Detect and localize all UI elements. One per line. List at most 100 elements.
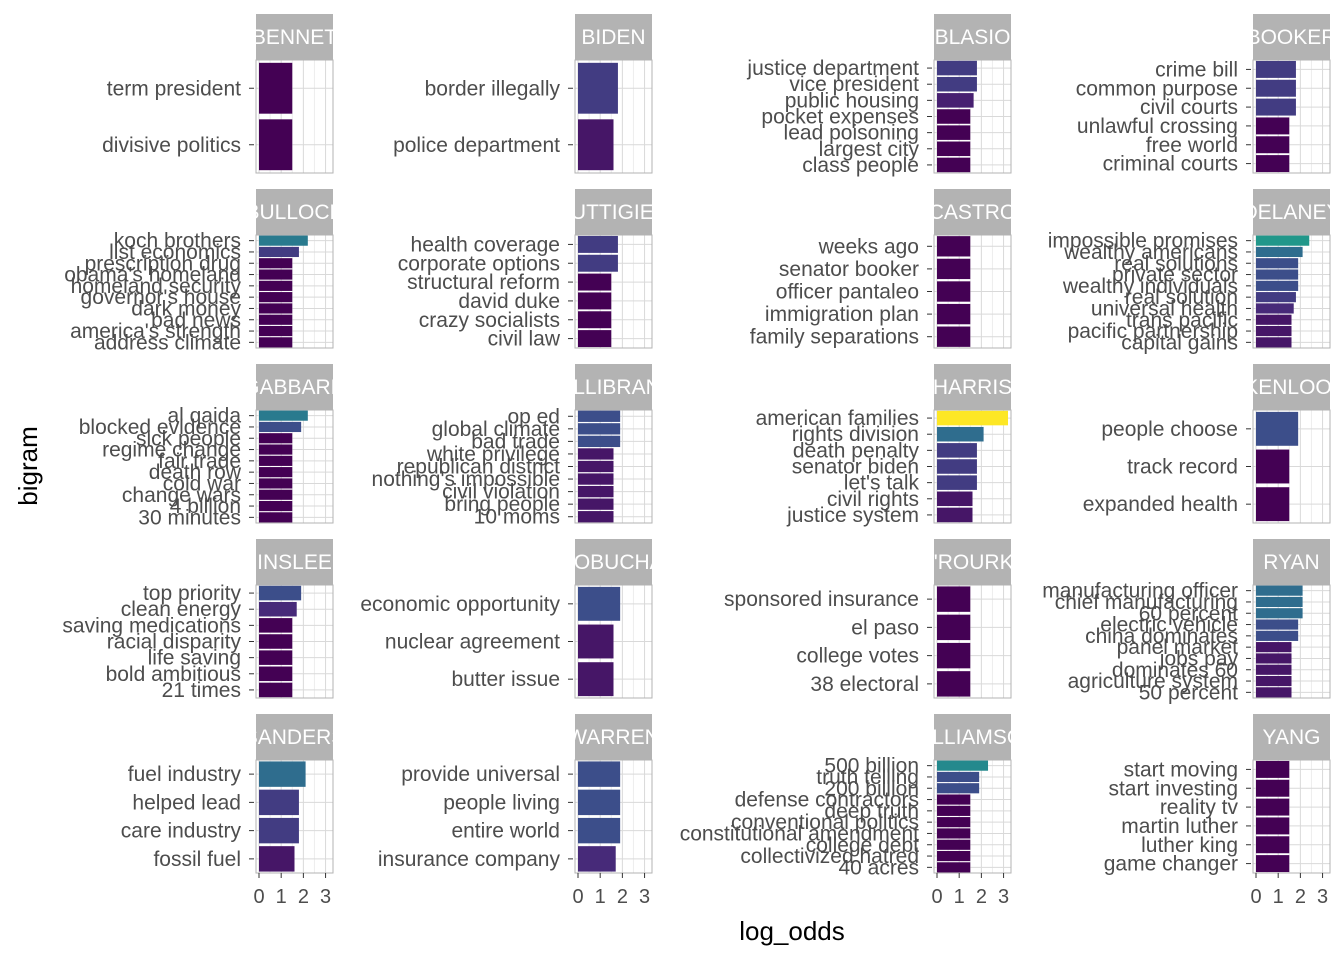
bigram-label: lead poisoning [784, 122, 919, 145]
bar-people-choose [1256, 411, 1299, 446]
x-tick-label: 1 [595, 886, 606, 908]
bigram-label: op ed [507, 405, 560, 428]
bigram-label: corporate options [398, 252, 560, 275]
facet-strip [934, 189, 1011, 235]
bigram-label: public housing [785, 89, 919, 112]
bigram-label: senator booker [779, 258, 919, 281]
bar-blocked-evidence [259, 421, 302, 433]
facet-strip-label: BULLOCK [245, 201, 343, 224]
facet-strip [256, 539, 333, 585]
bigram-label: 200 billion [824, 777, 919, 800]
bar-let-s-talk [937, 475, 977, 490]
bigram-label: class people [802, 154, 919, 177]
bigram-label: white privilege [426, 443, 560, 466]
bar-crime-bill [1256, 60, 1296, 78]
bar-college-debt [937, 839, 971, 850]
bigram-label: collectivized hatred [740, 845, 919, 868]
bar-wealthy-americans [1256, 246, 1303, 258]
bar-manufacturing-officer [1256, 585, 1303, 596]
bigram-label: sponsored insurance [724, 588, 919, 611]
x-tick-label: 2 [1295, 886, 1306, 908]
bar-pacific-partnership [1256, 325, 1292, 337]
bigram-label: top priority [143, 582, 242, 605]
bigram-label: fair trade [158, 450, 241, 473]
facet-strip-label: HARRIS [933, 376, 1012, 399]
facet-strip [934, 364, 1011, 410]
bar-dark-money [259, 303, 293, 314]
x-tick-label: 1 [276, 886, 287, 908]
bigram-label: college votes [796, 645, 919, 668]
bigram-label: 21 times [162, 679, 241, 702]
facet-strip-label: O'ROURKE [917, 551, 1027, 574]
bigram-label: 30 minutes [138, 506, 241, 529]
bar-republican-district [578, 460, 614, 473]
bar-immigration-plan [937, 303, 971, 325]
bar-corporate-options [578, 254, 618, 272]
facet-strip [575, 364, 652, 410]
x-tick-label: 3 [320, 886, 331, 908]
bigram-label: care industry [121, 820, 242, 843]
bar-cold-war [259, 478, 293, 489]
bigram-label: truth telling [816, 766, 919, 789]
bigram-label: address climate [94, 331, 241, 354]
x-tick-label: 0 [572, 886, 583, 908]
bar-bad-trade [578, 435, 621, 448]
x-tick-label: 1 [1273, 886, 1284, 908]
bar-american-families [937, 410, 1008, 426]
bar-fair-trade [259, 455, 293, 466]
bar-200-billion [937, 783, 980, 794]
bar-60-percent [1256, 608, 1303, 619]
bigram-label: game changer [1104, 853, 1238, 876]
bigram-label: start investing [1108, 777, 1238, 800]
bigram-label: expanded health [1083, 493, 1238, 516]
facet-strip-label: GABBARD [243, 376, 346, 399]
bar-deep-truth [937, 805, 971, 816]
bigram-label: constitutional amendment [680, 822, 919, 845]
bar-top-priority [259, 585, 302, 601]
x-tick-label: 2 [617, 886, 628, 908]
bigram-label: wealthy americans [1063, 241, 1238, 264]
bigram-label: civil law [488, 328, 561, 351]
bar-al-qaida [259, 410, 308, 421]
bigram-label: china dominates [1085, 625, 1238, 648]
bigram-label: death row [149, 461, 242, 484]
bar-senator-booker [937, 258, 971, 280]
x-axis-title: log_odds [739, 916, 845, 946]
facet-klobuchar: KLOBUCHAR economic opportunity nuclear agr… [360, 539, 679, 699]
bar-track-record [1256, 449, 1290, 484]
bar-real-solutions [1256, 258, 1299, 269]
facet-strip-label: KLOBUCHAR [548, 551, 679, 574]
facet-strip-label: WILLIAMSON [907, 726, 1039, 749]
bigram-label: vice president [789, 73, 919, 96]
bar-family-separations [937, 326, 971, 347]
bigram-label: college debt [806, 834, 919, 857]
facet-strip [575, 189, 652, 235]
bar-america-s-strength [259, 325, 293, 337]
x-tick-label: 2 [976, 886, 987, 908]
bigram-label: governor's house [81, 286, 241, 309]
facet-strip [256, 364, 333, 410]
bar-care-industry [259, 817, 299, 844]
bar-bad-news [259, 314, 293, 325]
bar-dominates-60 [1256, 664, 1292, 675]
bigram-label: senator biden [792, 456, 919, 479]
bar-martin-luther [1256, 817, 1290, 835]
bar-homeland-security [259, 280, 293, 291]
facet-strip-label: YANG [1263, 726, 1321, 749]
bar-el-paso [937, 614, 971, 641]
panel-border [574, 584, 653, 699]
panel-border [1252, 759, 1331, 874]
bar-reality-tv [1256, 798, 1290, 816]
bigram-label: impossible promises [1048, 230, 1238, 253]
bigram-label: entire world [451, 820, 560, 843]
bar-regime-change [259, 444, 293, 455]
panel-border [255, 59, 334, 174]
bar-defense-contractors [937, 794, 971, 805]
bar-racial-disparity [259, 634, 293, 649]
bar-real-solution [1256, 292, 1296, 303]
bigram-label: list economics [109, 241, 241, 264]
